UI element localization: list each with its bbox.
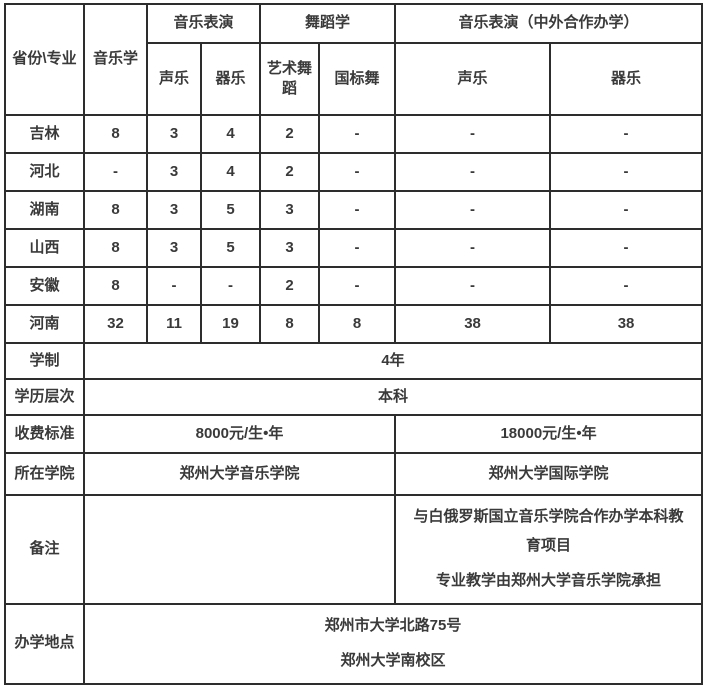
value-cell: 2 — [259, 152, 321, 192]
value-cell: 2 — [259, 114, 321, 154]
location-cell: 郑州市大学北路75号 郑州大学南校区 — [82, 602, 704, 685]
province-row-shanxi: 山西 8 3 5 3 - - - — [4, 228, 704, 268]
province-cell: 安徽 — [4, 266, 85, 306]
value-cell: 5 — [199, 228, 262, 268]
province-row-hebei: 河北 - 3 4 2 - - - — [4, 152, 704, 192]
header-row-groups: 省份\专业 音乐学 音乐表演 舞蹈学 音乐表演（中外合作办学） — [4, 3, 704, 116]
value-cell: - — [394, 190, 552, 230]
province-row-hunan: 湖南 8 3 5 3 - - - — [4, 190, 704, 230]
header-row-subcolumns: 声乐 器乐 艺术舞蹈 国标舞 声乐 器乐 — [5, 42, 704, 116]
group-header-dance: 舞蹈学 — [259, 3, 397, 44]
value-cell: 3 — [146, 152, 202, 192]
value-cell: 3 — [146, 190, 202, 230]
college-domestic-value: 郑州大学音乐学院 — [82, 452, 397, 496]
province-cell: 河北 — [4, 152, 85, 192]
tuition-row: 收费标准 8000元/生•年 18000元/生•年 — [4, 414, 704, 454]
value-cell: 32 — [83, 304, 148, 344]
tuition-intl-value: 18000元/生•年 — [394, 414, 704, 454]
value-cell: 4 — [199, 152, 262, 192]
notes-line-2: 专业教学由郑州大学音乐学院承担 — [436, 572, 662, 589]
notes-empty-cell — [82, 494, 397, 605]
subheader-vocal: 声乐 — [146, 42, 202, 116]
province-cell: 山西 — [4, 228, 85, 268]
value-cell: - — [318, 266, 397, 306]
value-cell: 8 — [83, 266, 148, 306]
subheader-instrumental-intl: 器乐 — [549, 42, 704, 116]
degree-level-row: 学历层次 本科 — [4, 378, 704, 416]
value-cell: - — [549, 114, 704, 154]
value-cell: - — [199, 266, 262, 306]
group-header-music-performance-sino-foreign: 音乐表演（中外合作办学） — [394, 3, 704, 44]
label-campus-location: 办学地点 — [4, 602, 85, 685]
group-header-musicology: 音乐学 — [83, 3, 148, 116]
value-cell: 2 — [259, 266, 321, 306]
value-cell: - — [318, 228, 397, 268]
label-notes: 备注 — [4, 494, 85, 605]
value-cell: 11 — [146, 304, 202, 344]
degree-value: 本科 — [82, 378, 704, 416]
value-cell: - — [318, 190, 397, 230]
college-intl-value: 郑州大学国际学院 — [394, 452, 704, 496]
corner-header: 省份\专业 — [4, 3, 85, 116]
value-cell: 38 — [394, 304, 552, 344]
college-row: 所在学院 郑州大学音乐学院 郑州大学国际学院 — [4, 452, 704, 496]
label-college: 所在学院 — [4, 452, 85, 496]
value-cell: 3 — [146, 228, 202, 268]
value-cell: - — [318, 114, 397, 154]
value-cell: - — [549, 152, 704, 192]
subheader-vocal-intl: 声乐 — [394, 42, 552, 116]
value-cell: 8 — [318, 304, 397, 344]
value-cell: 3 — [259, 228, 321, 268]
province-row-anhui: 安徽 8 - - 2 - - - — [4, 266, 704, 306]
label-tuition: 收费标准 — [4, 414, 85, 454]
value-cell: - — [318, 152, 397, 192]
value-cell: - — [549, 190, 704, 230]
province-cell: 湖南 — [4, 190, 85, 230]
value-cell: 8 — [259, 304, 321, 344]
value-cell: - — [394, 266, 552, 306]
value-cell: - — [394, 114, 552, 154]
label-degree-level: 学历层次 — [4, 378, 85, 416]
value-cell: 5 — [199, 190, 262, 230]
location-line-1: 郑州市大学北路75号 — [324, 616, 462, 634]
notes-line-1: 与白俄罗斯国立音乐学院合作办学本科教育项目 — [413, 508, 684, 554]
location-line-2: 郑州大学南校区 — [340, 652, 446, 669]
label-duration: 学制 — [4, 342, 85, 380]
province-cell: 吉林 — [4, 114, 85, 154]
subheader-ballroom-dance: 国标舞 — [318, 42, 397, 116]
value-cell: 19 — [199, 304, 262, 344]
notes-intl-cell: 与白俄罗斯国立音乐学院合作办学本科教育项目 专业教学由郑州大学音乐学院承担 — [394, 494, 704, 605]
group-header-music-performance: 音乐表演 — [145, 3, 262, 44]
value-cell: - — [549, 228, 704, 268]
value-cell: - — [394, 228, 552, 268]
duration-row: 学制 4年 — [4, 342, 704, 380]
value-cell: 3 — [146, 114, 202, 154]
province-cell: 河南 — [4, 304, 85, 344]
value-cell: 38 — [549, 304, 704, 344]
value-cell: 3 — [259, 190, 321, 230]
subheader-art-dance: 艺术舞蹈 — [259, 42, 321, 116]
location-row: 办学地点 郑州市大学北路75号 郑州大学南校区 — [4, 602, 704, 685]
value-cell: 8 — [83, 228, 148, 268]
value-cell: - — [83, 152, 148, 192]
value-cell: - — [394, 152, 552, 192]
value-cell: - — [549, 266, 704, 306]
subheader-instrumental: 器乐 — [199, 42, 262, 116]
province-row-henan: 河南 32 11 19 8 8 38 38 — [4, 304, 704, 344]
admission-plan-table: 省份\专业 音乐学 音乐表演 舞蹈学 音乐表演（中外合作办学） 声乐 器乐 艺术… — [4, 3, 704, 685]
value-cell: 4 — [199, 114, 262, 154]
tuition-domestic-value: 8000元/生•年 — [82, 414, 397, 454]
value-cell: - — [146, 266, 202, 306]
value-cell: 8 — [83, 190, 148, 230]
notes-row: 备注 与白俄罗斯国立音乐学院合作办学本科教育项目 专业教学由郑州大学音乐学院承担 — [4, 494, 704, 605]
duration-value: 4年 — [82, 342, 704, 380]
province-row-jilin: 吉林 8 3 4 2 - - - — [4, 114, 704, 154]
value-cell: 8 — [83, 114, 148, 154]
